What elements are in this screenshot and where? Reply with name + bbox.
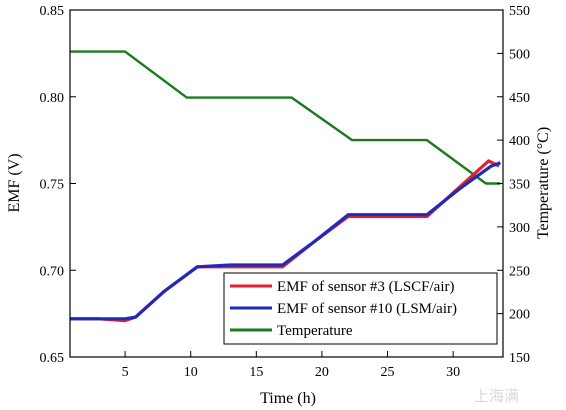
y-tick-label: 0.75 [40,178,65,193]
y-axis-title: EMF (V) [6,153,23,212]
y-tick-label: 0.85 [40,4,65,19]
y2-tick-label: 400 [509,134,530,149]
y2-tick-label: 500 [509,47,530,62]
x-axis-title: Time (h) [260,390,316,407]
axes-layer: 5 10 15 20 25 30 0.65 0.70 0.75 0.80 0.85 150 200 250… [40,4,531,380]
y2-tick-label: 200 [509,308,530,323]
x-tick-label: 5 [122,365,129,380]
y2-tick-label: 300 [509,221,530,236]
x-tick-label: 30 [446,365,460,380]
y2-tick-label: 250 [509,264,530,279]
x-tick-label: 10 [184,365,198,380]
y-tick-label: 0.65 [40,351,65,366]
legend-label-sensor10: EMF of sensor #10 (LSM/air) [277,301,457,317]
y-tick-label: 0.70 [40,264,65,279]
y2-tick-label: 350 [509,178,530,193]
legend-label-temperature: Temperature [277,323,353,339]
series-line-sensor10 [70,161,501,321]
x-tick-label: 20 [315,365,329,380]
series-layer [70,50,501,323]
y-tick-label: 0.80 [40,91,65,106]
y2-tick-label: 150 [509,351,530,366]
y2-tick-label: 450 [509,91,530,106]
legend: EMF of sensor #3 (LSCF/air) EMF of senso… [223,272,498,345]
y2-tick-label: 550 [509,4,530,19]
watermark-text: 上海满 [474,387,519,405]
legend-label-sensor3: EMF of sensor #3 (LSCF/air) [277,279,455,295]
x-tick-label: 25 [381,365,395,380]
series-line-temperature [70,50,501,185]
y2-axis-title: Temperature (°C) [535,127,552,239]
x-tick-label: 15 [249,365,263,380]
